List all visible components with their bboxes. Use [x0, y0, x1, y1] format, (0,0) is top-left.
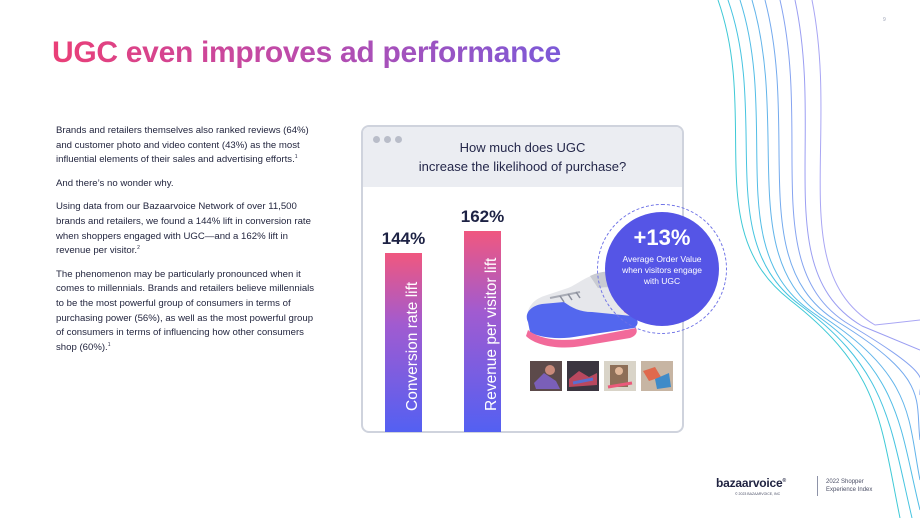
paragraph-4: The phenomenon may be particularly prono…: [56, 268, 315, 353]
footnote-ref: 2: [137, 244, 140, 251]
ugc-photo-thumbnails: [530, 361, 673, 391]
footnote-ref: 1: [294, 154, 298, 160]
report-name: 2022 Shopper Experience Index: [826, 479, 873, 493]
bar-category-label: Conversion rate lift: [403, 281, 421, 411]
card-header: How much does UGC increase the likelihoo…: [363, 127, 682, 187]
paragraph-3: Using data from our Bazaarvoice Network …: [56, 201, 311, 257]
bar-category-label: Revenue per visitor lift: [482, 257, 500, 411]
page-number: 9: [883, 17, 886, 23]
footer-divider: [817, 476, 818, 496]
window-dot: [395, 136, 402, 143]
window-dots: [373, 136, 402, 143]
badge-value: +13%: [633, 225, 691, 250]
aov-badge: +13% Average Order Value when visitors e…: [605, 212, 719, 326]
ugc-photo: [530, 361, 562, 391]
ugc-photo: [641, 361, 673, 391]
paragraph-2: And there’s no wonder why.: [56, 177, 174, 189]
badge-dashed-ring: [597, 204, 727, 334]
copyright: © 2023 BAZAARVOICE, INC: [735, 492, 781, 496]
ugc-photo: [567, 361, 599, 391]
bazaarvoice-logo: bazaarvoice®: [716, 476, 786, 490]
ugc-photo: [604, 361, 636, 391]
bar-value-label: 162%: [460, 206, 505, 226]
window-dot: [373, 136, 380, 143]
bar-1: Conversion rate lift: [385, 253, 422, 432]
window-dot: [384, 136, 391, 143]
chart-question: How much does UGC increase the likelihoo…: [418, 140, 627, 174]
bar-2: Revenue per visitor lift: [464, 230, 501, 432]
paragraph-1: Brands and retailers themselves also ran…: [56, 125, 309, 166]
bar-value-label: 144%: [381, 229, 426, 248]
footnote-ref: 1: [107, 341, 111, 348]
badge-description: Average Order Value when visitors engage…: [622, 254, 702, 286]
page-title: UGC even improves ad performance: [52, 36, 561, 69]
body-copy: Brands and retailers themselves also ran…: [56, 124, 316, 364]
